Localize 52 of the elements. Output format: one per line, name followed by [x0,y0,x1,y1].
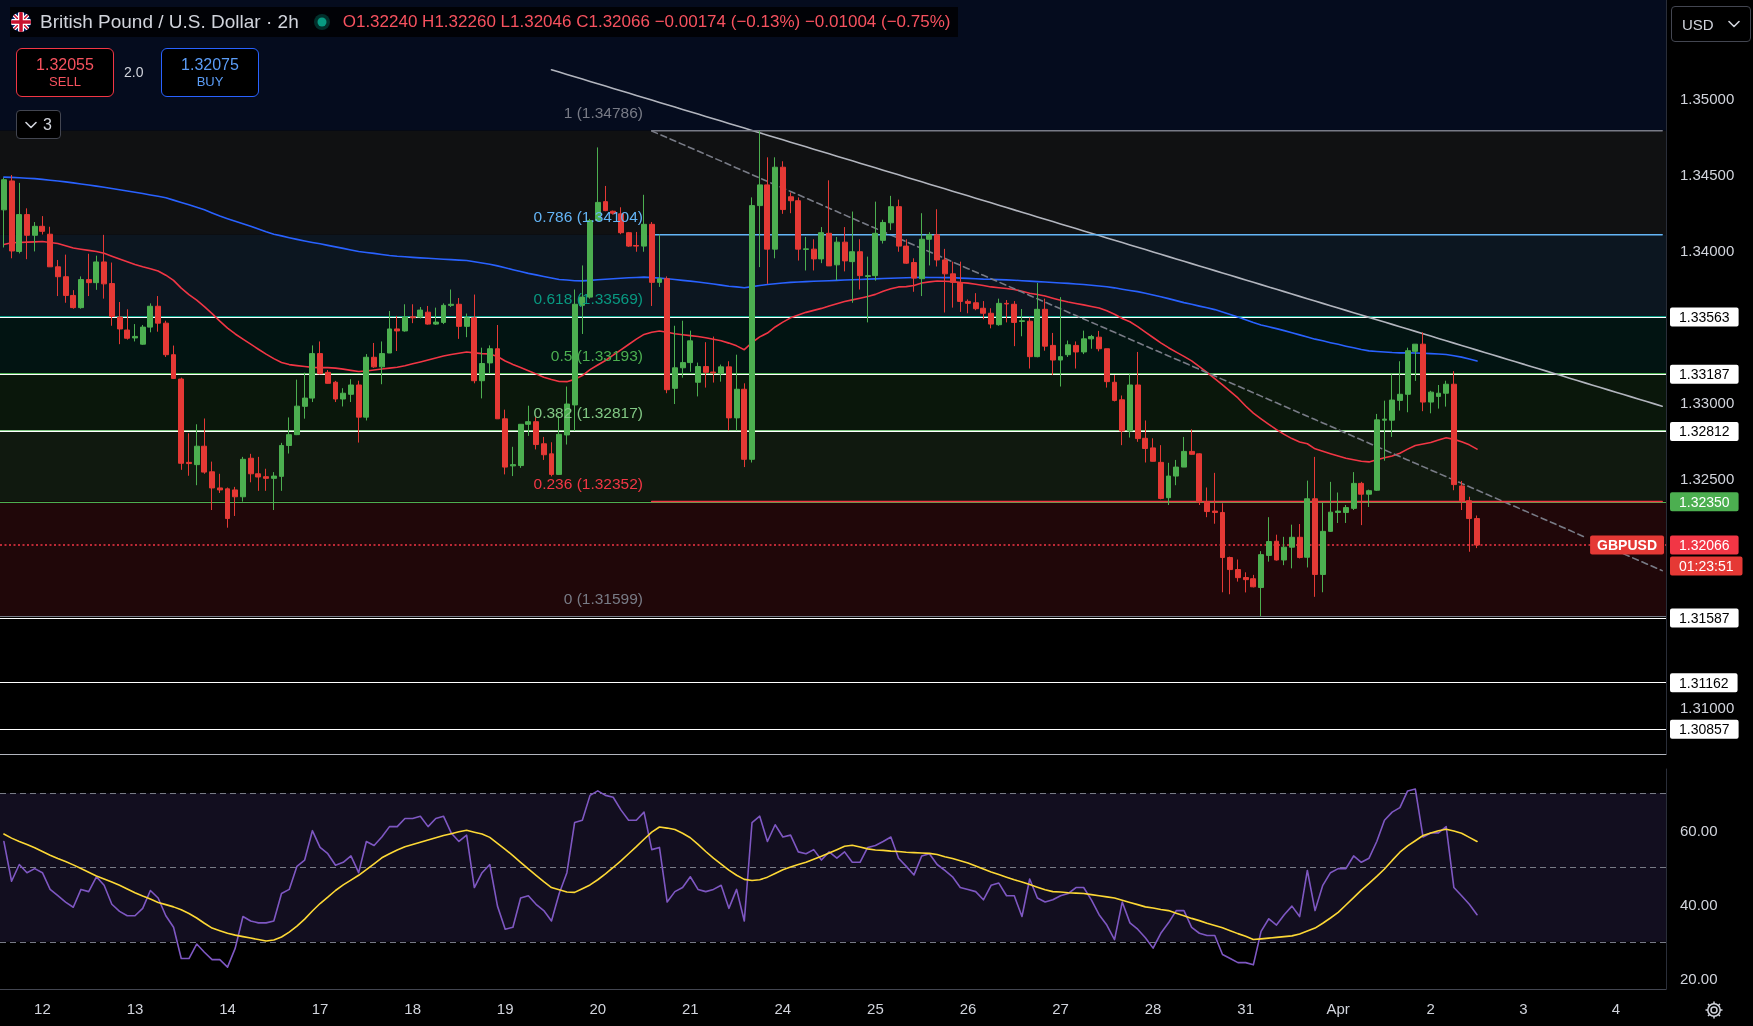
collapse-button: 3 [16,110,61,139]
text: 01:23:51 [1679,558,1734,575]
y-tick-label: 1.35000 [1680,89,1735,107]
y-tick-label: 1.31000 [1680,698,1735,716]
y-tick-label: 1.33000 [1680,394,1735,412]
ref-line-label: 1.31162 [1679,674,1729,691]
ref-line-label: 1.33187 [1679,366,1730,383]
x-tick-label: 3 [1519,1000,1528,1017]
annotation: 2.0 [124,64,144,80]
y-tick-label: 1.34000 [1680,242,1735,260]
x-tick-label: 25 [867,1000,884,1017]
annotation: 1 (1.34786) [563,104,643,122]
ref-line-label: 1.33563 [1679,309,1730,326]
ref-line-label: 1.32812 [1679,423,1730,440]
ref-line-label: 1.30857 [1679,721,1730,738]
y-tick-label: 20.00 [1680,970,1718,988]
x-tick-label: 2 [1426,1000,1435,1017]
x-tick-label: Apr [1326,1000,1350,1017]
y-tick-label: 60.00 [1680,821,1718,839]
text: O1.32240 H1.32260 L1.32046 C1.32066 −0.00174 (−0.13%) −0.01004 (−0.75%) [342,12,951,32]
annotation: 3 [43,115,52,134]
x-tick-label: 4 [1611,1000,1621,1017]
text: British Pound / U.S. Dollar · 2h [40,11,299,33]
ref-line-label: 1.32350 [1679,493,1730,510]
currency-dropdown: USD [1671,6,1751,42]
x-tick-label: 19 [496,1000,514,1017]
annotation: BUY [196,74,224,90]
x-tick-label: 26 [959,1000,977,1017]
x-tick-label: 18 [404,1000,421,1017]
x-tick-label: 17 [311,1000,329,1017]
ref-line-label: 1.31587 [1679,610,1730,626]
annotation: 0 (1.31599) [563,589,643,607]
x-tick-label: 13 [126,1000,144,1017]
y-tick-label: 40.00 [1680,896,1718,914]
x-tick-label: 12 [34,1000,51,1017]
x-tick-label: 21 [681,1000,699,1017]
x-tick-label: 14 [219,1000,236,1017]
x-tick-label: 27 [1052,1000,1069,1017]
annotation: 1.32075 [181,55,239,75]
y-tick-label: 1.34500 [1680,165,1735,183]
y-tick-label: 1.32500 [1680,470,1735,488]
annotation: 0.236 (1.32352) [533,475,643,492]
ref-line-label: 1.32066 [1679,537,1730,554]
buy-button: 1.32075 BUY [161,48,259,97]
x-tick-label: 31 [1237,1000,1254,1017]
legend-label: GBPUSD [1597,537,1657,554]
x-tick-label: 24 [774,1000,792,1017]
annotation: 1.32055 [36,55,94,75]
annotation: SELL [49,74,81,90]
sell-button: 1.32055 SELL [16,48,114,97]
x-tick-label: 20 [589,1000,607,1017]
x-tick-label: 28 [1144,1000,1162,1017]
